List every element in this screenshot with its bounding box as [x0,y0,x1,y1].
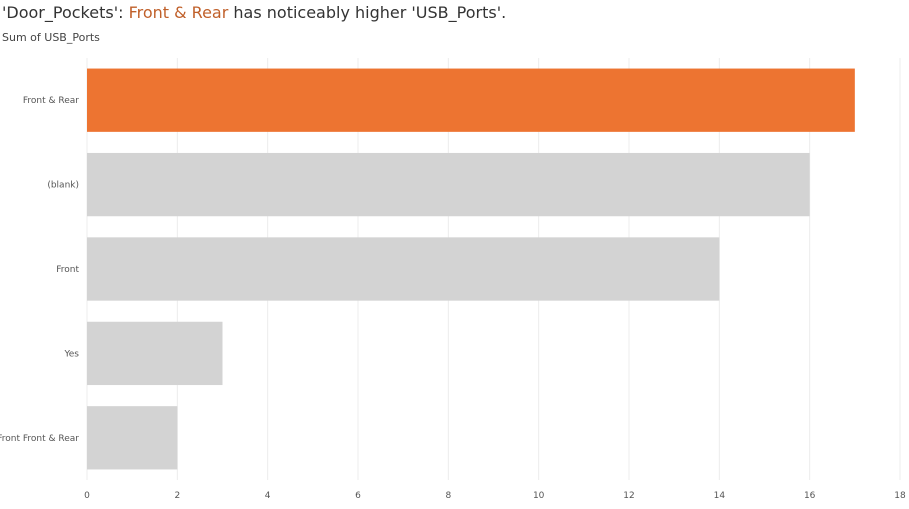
bar[interactable] [87,321,223,386]
category-label: Front & Rear [23,96,79,106]
category-label: Yes [63,349,79,359]
x-tick-label: 8 [445,491,451,501]
bars [87,68,855,470]
category-label: (blank) [47,181,79,191]
title-highlight: Front & Rear [128,3,229,22]
x-tick-label: 18 [894,491,906,501]
category-label: Front Front & Rear [0,434,79,444]
x-tick-label: 14 [714,491,726,501]
x-tick-label: 2 [174,491,180,501]
category-labels: Front & Rear (blank) Front Yes Front Front &… [0,96,79,444]
bar[interactable] [87,68,855,132]
measure-label: Sum of USB_Ports [2,31,100,44]
chart-title: 'Door_Pockets': Front & Rear has noticea… [2,3,506,22]
title-suffix: has noticeably higher 'USB_Ports'. [228,3,507,22]
bar[interactable] [87,152,810,217]
x-tick-label: 10 [533,491,545,501]
x-tick-label: 0 [84,491,90,501]
bar[interactable] [87,406,178,470]
x-tick-label: 12 [623,491,634,501]
x-tick-label: 6 [355,491,361,501]
x-axis-ticks: 0 2 4 6 8 10 12 14 16 18 [84,491,906,501]
category-label: Front [56,265,79,275]
x-tick-label: 16 [804,491,816,501]
title-prefix: 'Door_Pockets': [2,3,129,22]
bar[interactable] [87,237,720,301]
x-tick-label: 4 [265,491,271,501]
